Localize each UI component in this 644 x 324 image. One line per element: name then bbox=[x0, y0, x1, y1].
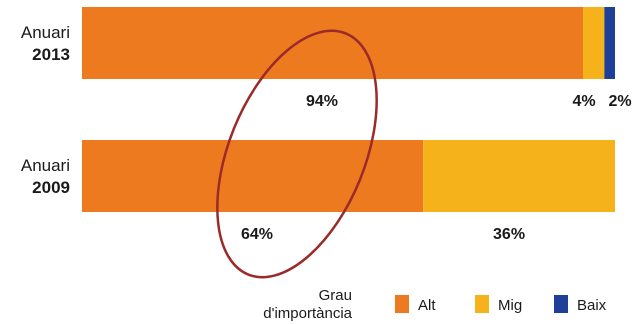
legend-label-baix: Baix bbox=[577, 297, 607, 314]
highlight-ellipse bbox=[216, 29, 378, 279]
bar-segment-alt bbox=[82, 7, 584, 79]
value-label: 2% bbox=[608, 93, 631, 110]
bar-segment-alt bbox=[82, 140, 424, 212]
legend-title-line1: Grau bbox=[319, 287, 352, 304]
legend-label-alt: Alt bbox=[418, 297, 436, 314]
legend: Grau d'importància Alt Mig Baix bbox=[263, 287, 606, 322]
legend-swatch-alt bbox=[395, 295, 409, 313]
bars-group bbox=[82, 7, 615, 212]
legend-items: Alt Mig Baix bbox=[395, 295, 607, 314]
category-label-line1: Anuari bbox=[21, 23, 70, 42]
bar-segment-mig bbox=[583, 7, 605, 79]
legend-swatch-baix bbox=[554, 295, 568, 313]
category-label-line2: 2009 bbox=[32, 178, 70, 197]
legend-label-mig: Mig bbox=[498, 297, 522, 314]
legend-title-line2: d'importància bbox=[263, 305, 352, 322]
category-label-line1: Anuari bbox=[21, 156, 70, 175]
value-label: 64% bbox=[241, 226, 273, 243]
bar-segment-mig bbox=[423, 140, 615, 212]
category-labels: Anuari 2013 Anuari 2009 bbox=[21, 23, 70, 197]
legend-swatch-mig bbox=[475, 295, 489, 313]
value-label: 36% bbox=[493, 226, 525, 243]
value-labels: 94% 4% 2% 64% 36% bbox=[241, 93, 632, 243]
category-label-line2: 2013 bbox=[32, 45, 70, 64]
value-label: 4% bbox=[572, 93, 595, 110]
value-label: 94% bbox=[306, 93, 338, 110]
bar-segment-baix bbox=[604, 7, 615, 79]
